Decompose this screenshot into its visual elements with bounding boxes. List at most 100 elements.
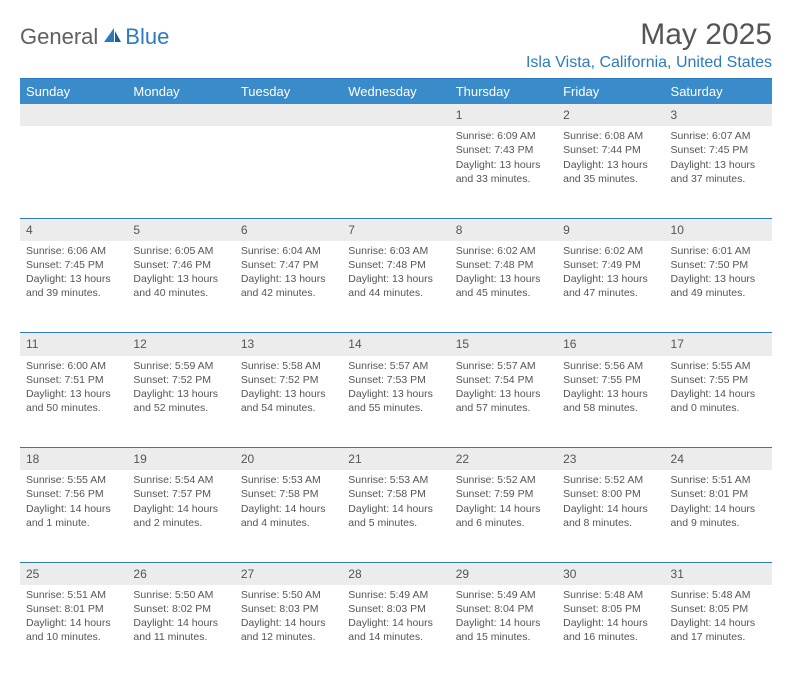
daylight-text: and 33 minutes.: [456, 172, 551, 186]
day-header: Thursday: [450, 79, 557, 105]
daylight-text: Daylight: 14 hours: [348, 502, 443, 516]
day-header: Monday: [127, 79, 234, 105]
daylight-text: and 2 minutes.: [133, 516, 228, 530]
daylight-text: and 5 minutes.: [348, 516, 443, 530]
daylight-text: Daylight: 14 hours: [133, 502, 228, 516]
daylight-text: Daylight: 13 hours: [671, 272, 766, 286]
daylight-text: and 39 minutes.: [26, 286, 121, 300]
day-number-cell: 15: [450, 333, 557, 356]
day-number-cell: 14: [342, 333, 449, 356]
day-cell: Sunrise: 5:57 AMSunset: 7:53 PMDaylight:…: [342, 356, 449, 448]
day-cell: Sunrise: 6:02 AMSunset: 7:48 PMDaylight:…: [450, 241, 557, 333]
sunrise-text: Sunrise: 5:48 AM: [671, 588, 766, 602]
day-cell: Sunrise: 6:07 AMSunset: 7:45 PMDaylight:…: [665, 126, 772, 218]
daylight-text: and 37 minutes.: [671, 172, 766, 186]
day-cell: Sunrise: 5:55 AMSunset: 7:56 PMDaylight:…: [20, 470, 127, 562]
sunrise-text: Sunrise: 5:58 AM: [241, 359, 336, 373]
day-number-cell: 30: [557, 562, 664, 585]
daylight-text: and 35 minutes.: [563, 172, 658, 186]
daylight-text: Daylight: 13 hours: [26, 272, 121, 286]
day-number-cell: 12: [127, 333, 234, 356]
daylight-text: Daylight: 14 hours: [241, 616, 336, 630]
daylight-text: and 47 minutes.: [563, 286, 658, 300]
sunrise-text: Sunrise: 5:50 AM: [241, 588, 336, 602]
day-number-cell: 24: [665, 448, 772, 471]
day-cell: Sunrise: 5:53 AMSunset: 7:58 PMDaylight:…: [235, 470, 342, 562]
sunrise-text: Sunrise: 5:49 AM: [348, 588, 443, 602]
sunrise-text: Sunrise: 6:08 AM: [563, 129, 658, 143]
day-cell: Sunrise: 5:50 AMSunset: 8:03 PMDaylight:…: [235, 585, 342, 677]
day-number-cell: 17: [665, 333, 772, 356]
day-header: Tuesday: [235, 79, 342, 105]
sunrise-text: Sunrise: 5:56 AM: [563, 359, 658, 373]
sunset-text: Sunset: 8:03 PM: [348, 602, 443, 616]
day-cell: [127, 126, 234, 218]
daylight-text: and 55 minutes.: [348, 401, 443, 415]
daylight-text: Daylight: 13 hours: [348, 387, 443, 401]
sunset-text: Sunset: 7:50 PM: [671, 258, 766, 272]
day-header: Friday: [557, 79, 664, 105]
logo-text-general: General: [20, 24, 98, 50]
day-cell: Sunrise: 5:58 AMSunset: 7:52 PMDaylight:…: [235, 356, 342, 448]
logo: General Blue: [20, 18, 169, 50]
day-number-cell: 19: [127, 448, 234, 471]
daylight-text: and 10 minutes.: [26, 630, 121, 644]
daylight-text: Daylight: 13 hours: [241, 387, 336, 401]
day-number-cell: 16: [557, 333, 664, 356]
day-number-cell: 4: [20, 218, 127, 241]
sunset-text: Sunset: 8:01 PM: [26, 602, 121, 616]
day-number-cell: 18: [20, 448, 127, 471]
day-cell: Sunrise: 5:57 AMSunset: 7:54 PMDaylight:…: [450, 356, 557, 448]
sunset-text: Sunset: 7:58 PM: [241, 487, 336, 501]
sunrise-text: Sunrise: 6:05 AM: [133, 244, 228, 258]
sunset-text: Sunset: 7:47 PM: [241, 258, 336, 272]
daylight-text: and 4 minutes.: [241, 516, 336, 530]
daylight-text: Daylight: 13 hours: [133, 387, 228, 401]
daynum-row: 123: [20, 104, 772, 126]
sunrise-text: Sunrise: 6:00 AM: [26, 359, 121, 373]
sunset-text: Sunset: 8:00 PM: [563, 487, 658, 501]
daylight-text: and 58 minutes.: [563, 401, 658, 415]
daylight-text: Daylight: 13 hours: [133, 272, 228, 286]
day-cell: Sunrise: 6:08 AMSunset: 7:44 PMDaylight:…: [557, 126, 664, 218]
day-header: Sunday: [20, 79, 127, 105]
day-number-cell: 25: [20, 562, 127, 585]
sunrise-text: Sunrise: 5:49 AM: [456, 588, 551, 602]
day-number-cell: 10: [665, 218, 772, 241]
daylight-text: and 15 minutes.: [456, 630, 551, 644]
calendar-table: Sunday Monday Tuesday Wednesday Thursday…: [20, 78, 772, 677]
daynum-row: 11121314151617: [20, 333, 772, 356]
day-cell: Sunrise: 5:50 AMSunset: 8:02 PMDaylight:…: [127, 585, 234, 677]
sunrise-text: Sunrise: 5:53 AM: [241, 473, 336, 487]
day-header: Saturday: [665, 79, 772, 105]
day-cell: Sunrise: 6:01 AMSunset: 7:50 PMDaylight:…: [665, 241, 772, 333]
day-number-cell: [342, 104, 449, 126]
daylight-text: Daylight: 13 hours: [563, 387, 658, 401]
daylight-text: and 14 minutes.: [348, 630, 443, 644]
day-cell: Sunrise: 5:51 AMSunset: 8:01 PMDaylight:…: [20, 585, 127, 677]
day-cell: Sunrise: 5:48 AMSunset: 8:05 PMDaylight:…: [665, 585, 772, 677]
sunset-text: Sunset: 8:05 PM: [563, 602, 658, 616]
daylight-text: Daylight: 14 hours: [26, 616, 121, 630]
day-number-cell: 28: [342, 562, 449, 585]
sunrise-text: Sunrise: 5:50 AM: [133, 588, 228, 602]
sunset-text: Sunset: 7:49 PM: [563, 258, 658, 272]
day-cell: Sunrise: 5:49 AMSunset: 8:03 PMDaylight:…: [342, 585, 449, 677]
daylight-text: Daylight: 13 hours: [563, 158, 658, 172]
sunrise-text: Sunrise: 6:03 AM: [348, 244, 443, 258]
daynum-row: 18192021222324: [20, 448, 772, 471]
day-body-row: Sunrise: 5:55 AMSunset: 7:56 PMDaylight:…: [20, 470, 772, 562]
daylight-text: and 40 minutes.: [133, 286, 228, 300]
day-cell: Sunrise: 6:09 AMSunset: 7:43 PMDaylight:…: [450, 126, 557, 218]
sunset-text: Sunset: 7:51 PM: [26, 373, 121, 387]
day-header-row: Sunday Monday Tuesday Wednesday Thursday…: [20, 79, 772, 105]
day-cell: Sunrise: 5:59 AMSunset: 7:52 PMDaylight:…: [127, 356, 234, 448]
sunrise-text: Sunrise: 6:09 AM: [456, 129, 551, 143]
sunset-text: Sunset: 7:57 PM: [133, 487, 228, 501]
sunrise-text: Sunrise: 5:48 AM: [563, 588, 658, 602]
daylight-text: Daylight: 14 hours: [671, 502, 766, 516]
daylight-text: Daylight: 14 hours: [563, 502, 658, 516]
daynum-row: 45678910: [20, 218, 772, 241]
day-header: Wednesday: [342, 79, 449, 105]
day-cell: [20, 126, 127, 218]
